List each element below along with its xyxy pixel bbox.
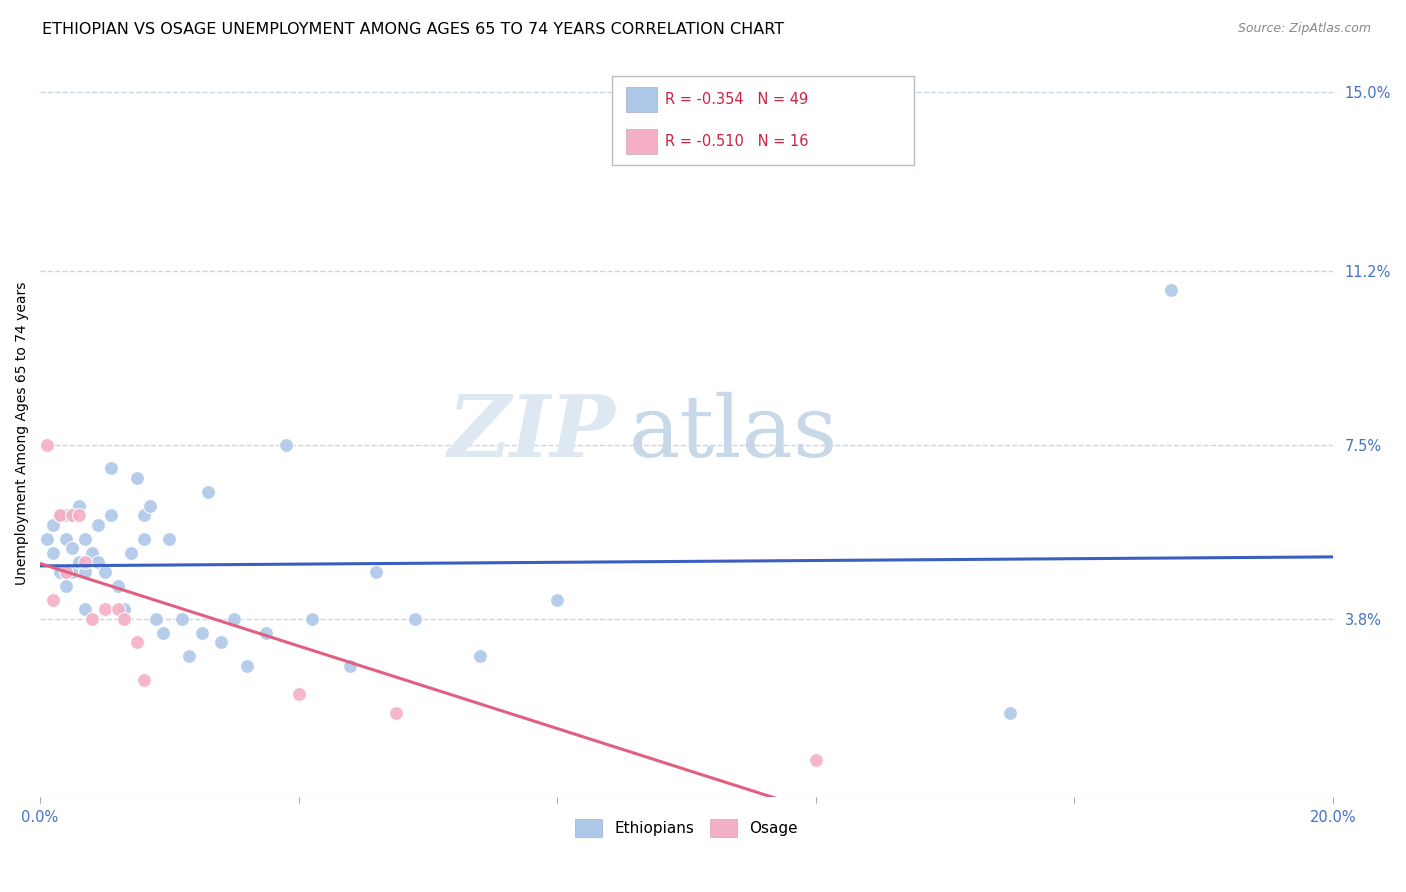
Point: [42, 593, 65, 607]
Point: [112, 602, 135, 616]
Point: [67, 499, 90, 513]
Point: [804, 753, 827, 767]
Point: [132, 673, 155, 687]
Point: [209, 635, 232, 649]
Point: [100, 461, 122, 475]
Point: [48, 508, 70, 523]
Point: [274, 438, 297, 452]
Point: [62, 508, 84, 523]
Point: [177, 649, 200, 664]
Point: [93, 602, 115, 616]
Point: [112, 612, 135, 626]
Point: [172, 612, 194, 626]
Point: [120, 546, 142, 560]
Text: atlas: atlas: [628, 392, 838, 475]
Point: [93, 565, 115, 579]
Point: [125, 635, 148, 649]
Point: [42, 546, 65, 560]
Point: [254, 625, 277, 640]
Point: [125, 470, 148, 484]
Point: [107, 579, 129, 593]
Point: [75, 602, 97, 616]
Text: ETHIOPIAN VS OSAGE UNEMPLOYMENT AMONG AGES 65 TO 74 YEARS CORRELATION CHART: ETHIOPIAN VS OSAGE UNEMPLOYMENT AMONG AG…: [42, 22, 785, 37]
Point: [87, 555, 110, 569]
Text: R = -0.510   N = 16: R = -0.510 N = 16: [665, 135, 808, 149]
Point: [1160, 283, 1182, 297]
Point: [67, 508, 90, 523]
Point: [190, 625, 212, 640]
Point: [75, 532, 97, 546]
Point: [139, 499, 162, 513]
Point: [287, 687, 309, 701]
Point: [55, 579, 77, 593]
Point: [55, 508, 77, 523]
Point: [152, 625, 174, 640]
Point: [222, 612, 245, 626]
Point: [145, 612, 167, 626]
Point: [75, 555, 97, 569]
Point: [48, 508, 70, 523]
Point: [404, 612, 426, 626]
Text: Source: ZipAtlas.com: Source: ZipAtlas.com: [1237, 22, 1371, 36]
Point: [236, 658, 259, 673]
Point: [384, 706, 406, 720]
Text: R = -0.354   N = 49: R = -0.354 N = 49: [665, 92, 808, 106]
Point: [197, 484, 219, 499]
Point: [132, 508, 155, 523]
Point: [55, 565, 77, 579]
Point: [132, 532, 155, 546]
Point: [301, 612, 323, 626]
Y-axis label: Unemployment Among Ages 65 to 74 years: Unemployment Among Ages 65 to 74 years: [15, 281, 30, 584]
Point: [62, 508, 84, 523]
Point: [80, 546, 103, 560]
Point: [80, 612, 103, 626]
Point: [998, 706, 1021, 720]
Point: [107, 602, 129, 616]
Point: [546, 593, 568, 607]
Legend: Ethiopians, Osage: Ethiopians, Osage: [567, 812, 806, 845]
Point: [35, 532, 58, 546]
Point: [42, 517, 65, 532]
Point: [339, 658, 361, 673]
Point: [75, 565, 97, 579]
Point: [35, 438, 58, 452]
Point: [55, 532, 77, 546]
Point: [100, 508, 122, 523]
Point: [468, 649, 491, 664]
Point: [366, 565, 388, 579]
Point: [67, 555, 90, 569]
Point: [62, 541, 84, 556]
Point: [62, 565, 84, 579]
Point: [157, 532, 180, 546]
Point: [48, 565, 70, 579]
Text: ZIP: ZIP: [447, 392, 616, 475]
Point: [87, 517, 110, 532]
